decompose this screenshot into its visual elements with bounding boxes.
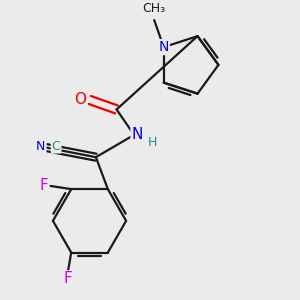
Text: C: C [52,140,61,152]
Text: O: O [75,92,87,107]
Text: H: H [148,136,157,149]
Text: N: N [36,140,46,152]
Text: N: N [158,40,169,54]
Text: N: N [132,128,143,142]
Text: CH₃: CH₃ [142,2,166,15]
Text: F: F [64,272,72,286]
Text: F: F [39,178,48,194]
